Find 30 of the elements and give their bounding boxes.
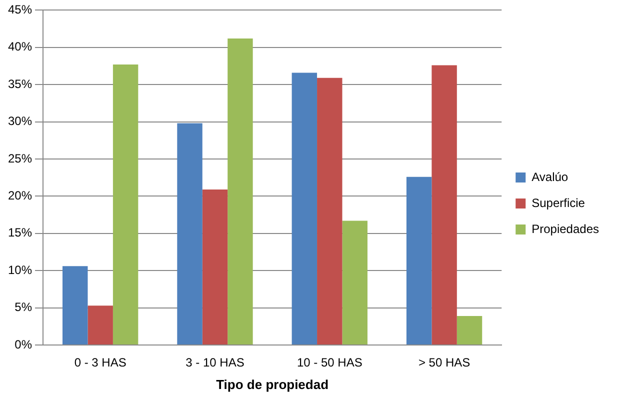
y-tick-label: 15% (8, 226, 32, 240)
y-tick-label: 30% (8, 114, 32, 128)
x-axis-title: Tipo de propiedad (216, 376, 329, 392)
legend-label: Propiedades (532, 222, 600, 236)
y-tick-label: 5% (14, 300, 32, 314)
bar (62, 266, 88, 344)
bar (88, 306, 113, 344)
bar (177, 123, 202, 344)
bar (456, 316, 482, 344)
y-tick-label: 45% (8, 2, 32, 17)
x-tick-label: 3 - 10 HAS (186, 356, 244, 370)
bar (202, 190, 228, 344)
bar (432, 65, 457, 344)
y-tick-label: 0% (14, 337, 32, 352)
y-tick-label: 40% (8, 40, 32, 54)
x-tick-label: > 50 HAS (418, 356, 470, 370)
bar (406, 176, 432, 344)
bar (228, 38, 253, 344)
bar (292, 72, 318, 344)
y-tick-label: 10% (8, 262, 32, 277)
bar (112, 64, 138, 344)
bar (317, 78, 342, 344)
x-tick-label: 10 - 50 HAS (296, 356, 362, 370)
legend-label: Avalúo (532, 170, 568, 184)
y-tick-label: 35% (8, 76, 32, 91)
y-tick-label: 25% (8, 151, 32, 166)
y-tick-label: 20% (8, 188, 32, 203)
bar (342, 220, 368, 344)
legend-label: Superficie (532, 196, 586, 210)
x-tick-label: 0 - 3 HAS (74, 356, 126, 370)
